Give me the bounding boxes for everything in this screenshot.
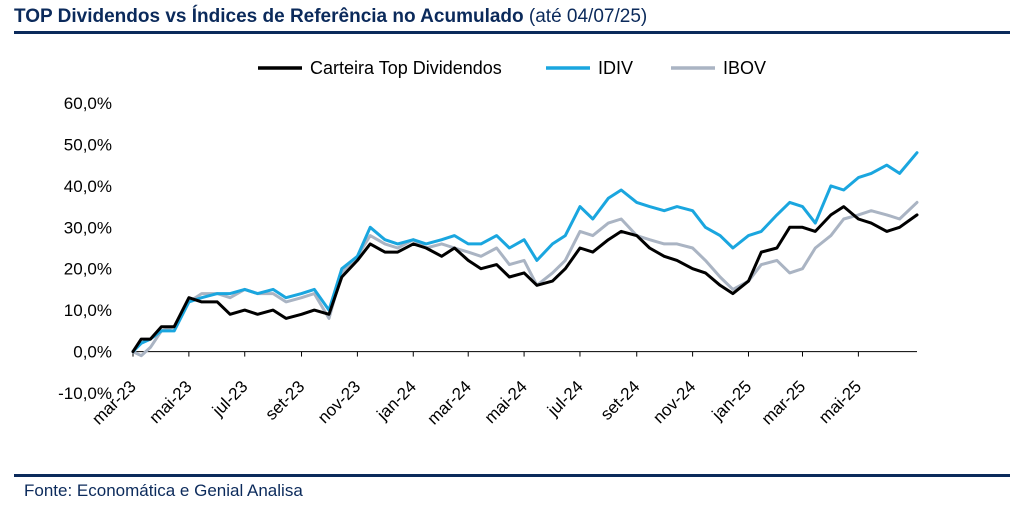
series-line-2 [131,200,919,358]
legend-label: IDIV [598,58,633,78]
legend-label: Carteira Top Dividendos [310,58,502,78]
x-tick-label: mar-24 [424,377,476,429]
x-tick-label: mai-24 [481,377,531,427]
y-tick-label: 40,0% [64,177,112,196]
bottom-divider [14,474,1010,477]
chart-subtitle: (até 04/07/25) [528,6,648,27]
x-tick-label: set-23 [262,377,309,424]
x-tick-label: mar-25 [758,377,810,429]
series-layer [131,151,919,358]
y-tick-label: 30,0% [64,218,112,237]
x-tick-label: jul-24 [543,377,587,421]
x-tick-label: nov-23 [314,377,364,427]
chart-title: TOP Dividendos vs Índices de Referência … [14,6,524,27]
y-tick-label: 10,0% [64,301,112,320]
line-chart: Carteira Top Dividendos IDIV IBOV -10,0% 0,… [58,58,919,429]
y-tick-label: 50,0% [64,135,112,154]
chart-header: TOP Dividendos vs Índices de Referência … [14,4,1010,30]
series-line-1 [131,151,919,354]
x-tick-label: jul-23 [208,377,252,421]
top-divider [14,31,1010,34]
x-tick-label: mai-25 [815,377,865,427]
x-tick-label: jan-25 [708,377,756,425]
legend-label: IBOV [723,58,766,78]
x-tick-label: nov-24 [649,377,699,427]
y-tick-label: -10,0% [58,384,112,403]
x-tick-label: jan-24 [373,377,421,425]
y-tick-label: 20,0% [64,260,112,279]
source-note: Fonte: Economática e Genial Analisa [24,481,303,500]
y-tick-label: 60,0% [64,94,112,113]
x-tick-label: set-24 [597,377,644,424]
y-axis: -10,0% 0,0% 10,0% 20,0% 30,0% 40,0% 50,0% 60,0% [58,94,112,403]
x-axis: mar-23 mai-23 jul-23 set-23 nov-23 jan-24 mar-… [88,351,917,429]
series-line-0 [131,205,919,354]
y-tick-label: 0,0% [73,343,112,362]
chart-legend: Carteira Top Dividendos IDIV IBOV [258,58,766,78]
x-tick-label: mai-23 [146,377,196,427]
